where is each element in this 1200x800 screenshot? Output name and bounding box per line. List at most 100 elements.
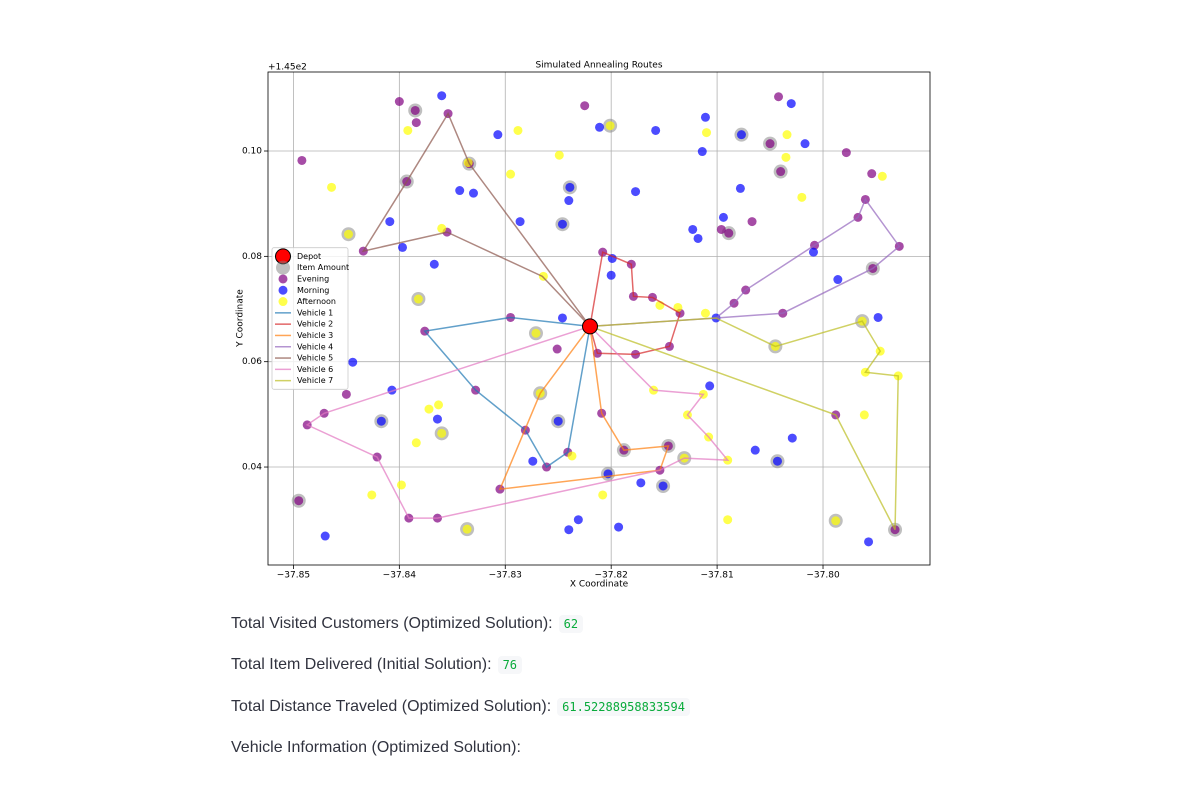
legend-label: Vehicle 6 xyxy=(297,365,333,374)
metric-label: Total Visited Customers (Optimized Solut… xyxy=(231,614,553,632)
customer-point xyxy=(716,224,726,234)
route-line xyxy=(498,325,670,491)
legend-marker xyxy=(278,285,288,295)
customer-point xyxy=(841,148,851,158)
legend-box xyxy=(271,247,349,390)
route-line xyxy=(361,111,591,327)
legend-marker xyxy=(276,260,290,275)
customer-point xyxy=(864,537,874,547)
customer-point xyxy=(552,344,562,354)
customer-point xyxy=(398,242,408,252)
customer-point xyxy=(782,130,792,140)
grid xyxy=(268,72,930,565)
customer-point xyxy=(564,525,574,535)
customer-point xyxy=(468,188,478,198)
metric-value: 61.52288958833594 xyxy=(557,697,690,716)
customer-point xyxy=(554,150,564,160)
customer-point xyxy=(410,105,420,115)
route-line xyxy=(589,197,901,328)
customer-point xyxy=(437,428,447,438)
customer-point xyxy=(765,139,775,149)
customer-point xyxy=(859,410,869,420)
x-tick-label: −37.84 xyxy=(383,571,417,581)
x-tick-label: −37.83 xyxy=(489,571,522,581)
y-tick-label: 0.04 xyxy=(242,463,262,473)
customer-point xyxy=(297,155,307,165)
customer-point xyxy=(636,478,646,488)
legend-marker xyxy=(278,274,288,284)
legend-label: Depot xyxy=(297,252,321,261)
customer-point xyxy=(787,433,797,443)
customer-point xyxy=(598,490,608,500)
customer-point xyxy=(567,451,577,461)
customer-point xyxy=(697,147,707,157)
customer-point xyxy=(557,313,567,323)
customer-point xyxy=(607,253,617,263)
scatter-series xyxy=(581,318,598,335)
customer-point xyxy=(573,515,583,525)
customer-point xyxy=(538,271,548,281)
customer-point xyxy=(693,233,703,243)
customer-point xyxy=(781,152,791,162)
y-tick-label: 0.06 xyxy=(242,357,262,367)
x-tick-label: −37.85 xyxy=(277,571,310,581)
metric-value: 76 xyxy=(497,656,523,675)
customer-point xyxy=(424,404,434,414)
customer-point xyxy=(565,182,575,192)
customer-point xyxy=(348,357,358,367)
legend-label: Vehicle 7 xyxy=(297,376,333,385)
customer-point xyxy=(411,438,421,448)
metric: Vehicle Information (Optimized Solution)… xyxy=(231,728,971,770)
customer-point xyxy=(434,400,444,410)
customer-point xyxy=(394,96,404,106)
customer-point xyxy=(341,389,351,399)
metric: Total Visited Customers (Optimized Solut… xyxy=(231,603,971,645)
customer-point xyxy=(705,381,715,391)
metric: Total Item Delivered (Initial Solution):… xyxy=(231,645,971,687)
customer-point xyxy=(673,302,683,312)
metric-label: Total Item Delivered (Initial Solution): xyxy=(231,656,492,674)
chart-title: Simulated Annealing Routes xyxy=(535,61,662,71)
customer-point xyxy=(614,522,624,532)
customer-point xyxy=(385,217,395,227)
customer-point xyxy=(658,481,668,491)
x-axis-label: X Coordinate xyxy=(570,580,629,590)
customer-point xyxy=(367,490,377,500)
customer-point xyxy=(413,294,423,304)
customer-point xyxy=(595,122,605,132)
customer-point xyxy=(877,171,887,181)
customer-point xyxy=(772,456,782,466)
depot-point xyxy=(581,318,598,335)
customer-point xyxy=(294,496,304,506)
legend-label: Vehicle 5 xyxy=(297,354,333,363)
x-tick-label: −37.82 xyxy=(595,571,628,581)
customer-point xyxy=(327,182,337,192)
customer-point xyxy=(437,91,447,101)
metric-label: Total Distance Traveled (Optimized Solut… xyxy=(231,697,552,715)
customer-point xyxy=(831,516,841,526)
legend-label: Vehicle 1 xyxy=(297,308,333,317)
metrics: Total Visited Customers (Optimized Solut… xyxy=(231,603,971,769)
customer-point xyxy=(553,416,563,426)
customer-point xyxy=(376,416,386,426)
legend-label: Vehicle 4 xyxy=(297,342,333,351)
metric-label: Vehicle Information (Optimized Solution)… xyxy=(231,739,521,757)
y-tick-label: 0.10 xyxy=(242,147,262,157)
legend-label: Morning xyxy=(297,286,329,295)
chart: Simulated Annealing Routes X Coordinate … xyxy=(236,61,931,590)
route-line xyxy=(589,317,899,531)
customer-point xyxy=(747,217,757,227)
legend-label: Item Amount xyxy=(297,263,349,272)
customer-point xyxy=(515,217,525,227)
customer-point xyxy=(605,121,615,131)
customer-point xyxy=(797,192,807,202)
customer-point xyxy=(867,169,877,179)
customer-point xyxy=(606,270,616,280)
customer-point xyxy=(513,125,523,135)
customer-point xyxy=(411,118,421,128)
customer-point xyxy=(343,229,353,239)
scatter-series xyxy=(320,91,883,547)
customer-point xyxy=(437,223,447,233)
